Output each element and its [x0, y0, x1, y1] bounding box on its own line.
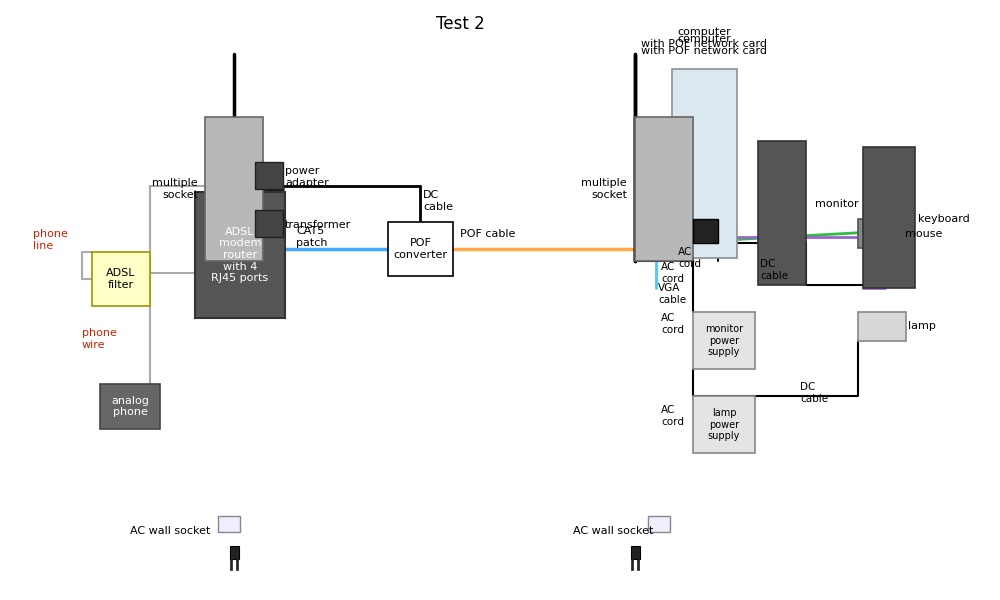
Bar: [230, 559, 232, 570]
Bar: [100, 384, 160, 429]
Text: lamp: lamp: [908, 322, 936, 331]
Text: lamp
power
supply: lamp power supply: [708, 408, 740, 441]
Bar: [195, 192, 285, 318]
Bar: [693, 312, 755, 369]
Bar: [92, 252, 150, 306]
Bar: [388, 222, 453, 276]
Text: multiple
socket: multiple socket: [581, 178, 627, 200]
Text: DC
cable: DC cable: [800, 382, 828, 404]
Bar: [863, 147, 915, 288]
Text: AC
cord: AC cord: [678, 247, 701, 269]
Text: phone
wire: phone wire: [82, 328, 117, 350]
Text: monitor
power
supply: monitor power supply: [705, 324, 743, 357]
Text: keyboard: keyboard: [918, 214, 970, 224]
Text: power
adapter: power adapter: [285, 166, 329, 188]
Text: mouse: mouse: [905, 229, 942, 239]
Text: DC
cable: DC cable: [423, 190, 453, 212]
Bar: [236, 559, 238, 570]
Bar: [205, 117, 263, 261]
Bar: [631, 559, 633, 570]
Text: ADSL
modem
router
with 4
RJ45 ports: ADSL modem router with 4 RJ45 ports: [211, 227, 269, 283]
Text: analog
phone: analog phone: [111, 396, 149, 418]
Bar: [693, 396, 755, 453]
Text: CAT5
patch: CAT5 patch: [296, 226, 328, 248]
Text: DC
cable: DC cable: [760, 259, 788, 281]
Bar: [255, 210, 283, 237]
Text: ADSL
filter: ADSL filter: [106, 268, 136, 290]
Text: AC
cord: AC cord: [661, 313, 684, 335]
Text: VGA
cable: VGA cable: [658, 283, 686, 305]
Text: transformer: transformer: [285, 220, 351, 230]
Text: phone
line: phone line: [33, 229, 68, 251]
Bar: [693, 219, 718, 243]
Bar: [858, 312, 906, 341]
Text: monitor: monitor: [815, 199, 859, 209]
Bar: [635, 117, 693, 261]
Text: AC wall socket: AC wall socket: [130, 526, 210, 536]
Bar: [858, 219, 906, 248]
Text: computer
with POF network card: computer with POF network card: [641, 34, 767, 56]
Bar: [218, 516, 240, 532]
Bar: [672, 69, 737, 258]
Bar: [637, 559, 639, 570]
Text: AC
cord: AC cord: [661, 405, 684, 427]
Text: Test 2: Test 2: [436, 15, 484, 33]
Bar: [631, 546, 640, 559]
Text: multiple
socket: multiple socket: [152, 178, 198, 200]
Bar: [255, 162, 283, 189]
Text: AC wall socket: AC wall socket: [573, 526, 653, 536]
Text: computer
with POF network card: computer with POF network card: [641, 27, 767, 49]
Bar: [648, 516, 670, 532]
Text: AC
cord: AC cord: [661, 262, 684, 284]
Text: POF cable: POF cable: [460, 229, 515, 239]
Text: POF
converter: POF converter: [394, 238, 448, 260]
Bar: [758, 141, 806, 285]
Bar: [230, 546, 239, 559]
